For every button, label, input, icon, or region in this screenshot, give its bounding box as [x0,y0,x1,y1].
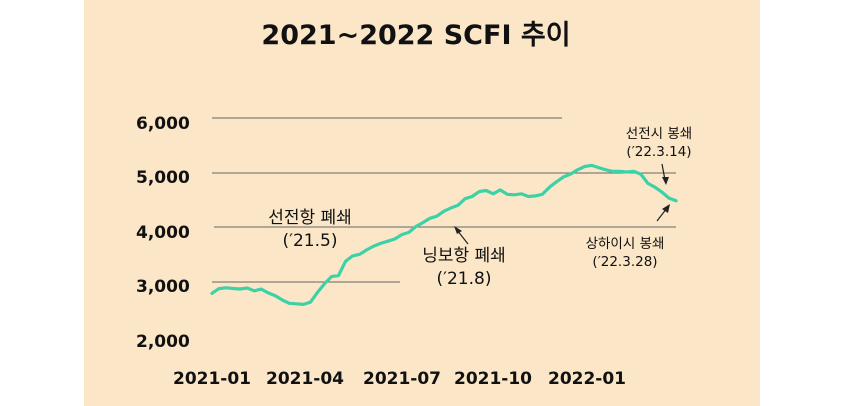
annotation-date: (′22.3.14) [626,144,691,160]
annotation-date: (′22.3.28) [592,254,657,270]
y-tick-label: 4,000 [136,223,190,243]
y-tick-label: 5,000 [136,168,190,188]
x-tick-label: 2021-07 [363,369,441,389]
annotation-shenzhen-city: 선전시 봉쇄 (′22.3.14) [626,126,692,185]
annotation-title: 상하이시 봉쇄 [586,236,665,252]
scfi-line-chart: 2021~2022 SCFI 추이 6,000 5,000 4,000 3,00… [136,20,692,389]
y-tick-label: 3,000 [136,277,190,297]
annotation-shanghai-city: 상하이시 봉쇄 (′22.3.28) [586,204,670,270]
y-tick-label: 2,000 [136,332,190,352]
annotation-title: 선전항 폐쇄 [268,208,352,228]
x-tick-label: 2021-10 [454,369,532,389]
scfi-series-line [210,163,678,306]
x-tick-label: 2022-01 [548,369,626,389]
y-tick-label: 6,000 [136,114,190,134]
x-axis-ticks: 2021-01 2021-04 2021-07 2021-10 2022-01 [173,369,626,389]
y-axis-ticks: 6,000 5,000 4,000 3,000 2,000 [136,114,190,352]
x-tick-label: 2021-01 [173,369,251,389]
annotation-shenzhen-port: 선전항 폐쇄 (′21.5) [268,208,352,251]
x-tick-label: 2021-04 [266,369,344,389]
annotation-ningbo-port: 닝보항 폐쇄 (′21.8) [422,226,506,289]
annotation-title: 선전시 봉쇄 [626,126,692,142]
grid-lines [212,117,676,283]
annotation-title: 닝보항 폐쇄 [422,246,506,266]
annotation-date: (′21.8) [437,269,492,289]
chart-panel: 2021~2022 SCFI 추이 6,000 5,000 4,000 3,00… [84,0,760,406]
chart-title: 2021~2022 SCFI 추이 [261,20,570,51]
arrow-head [662,204,670,213]
arrow-head [662,177,669,185]
arrow-head [454,226,462,234]
annotation-date: (′21.5) [283,231,338,251]
